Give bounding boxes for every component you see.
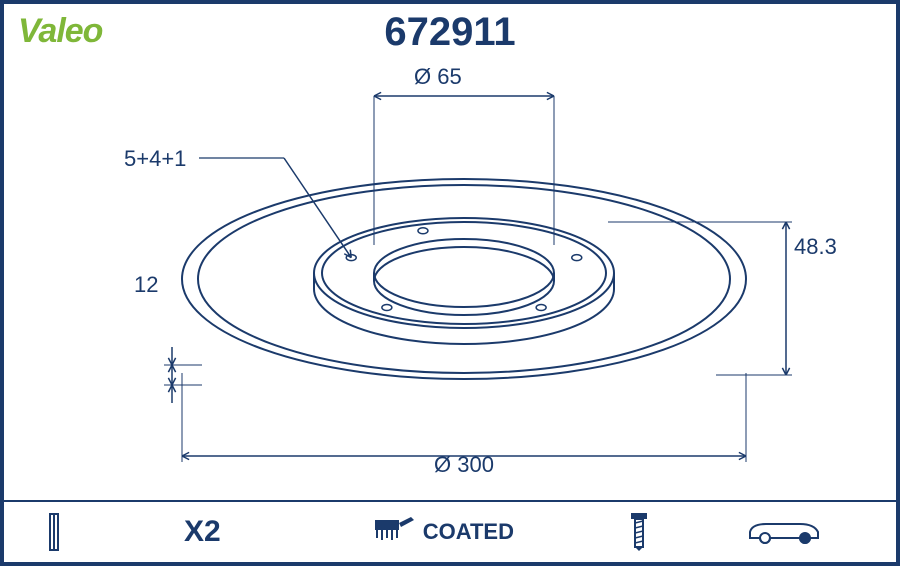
footer-bar: X2 COATED <box>4 502 896 562</box>
dim-offset: 48.3 <box>794 234 837 260</box>
brand-logo: Valeo <box>18 12 102 51</box>
coated-label: COATED <box>423 519 514 545</box>
dim-thickness: 12 <box>134 272 158 298</box>
footer-thickness-icon <box>44 512 64 552</box>
dim-holes: 5+4+1 <box>124 146 186 172</box>
technical-drawing: Ø 65 5+4+1 12 48.3 Ø 300 <box>4 64 896 494</box>
dim-outer-diameter: Ø 300 <box>434 452 494 478</box>
quantity-label: X2 <box>184 515 221 549</box>
dim-bore-diameter: Ø 65 <box>414 64 462 90</box>
footer-car-icon <box>744 514 824 550</box>
footer-quantity: X2 <box>184 515 221 549</box>
page-frame: Valeo 672911 Ø 65 5+4+1 12 48.3 Ø 300 X2… <box>0 0 900 566</box>
footer-coated: COATED <box>371 514 514 550</box>
part-number: 672911 <box>384 10 515 55</box>
footer-bolt-icon <box>624 511 654 553</box>
bolt-icon <box>624 511 654 553</box>
brush-icon <box>371 514 415 550</box>
car-rear-icon <box>744 514 824 550</box>
bar-icon <box>44 512 64 552</box>
